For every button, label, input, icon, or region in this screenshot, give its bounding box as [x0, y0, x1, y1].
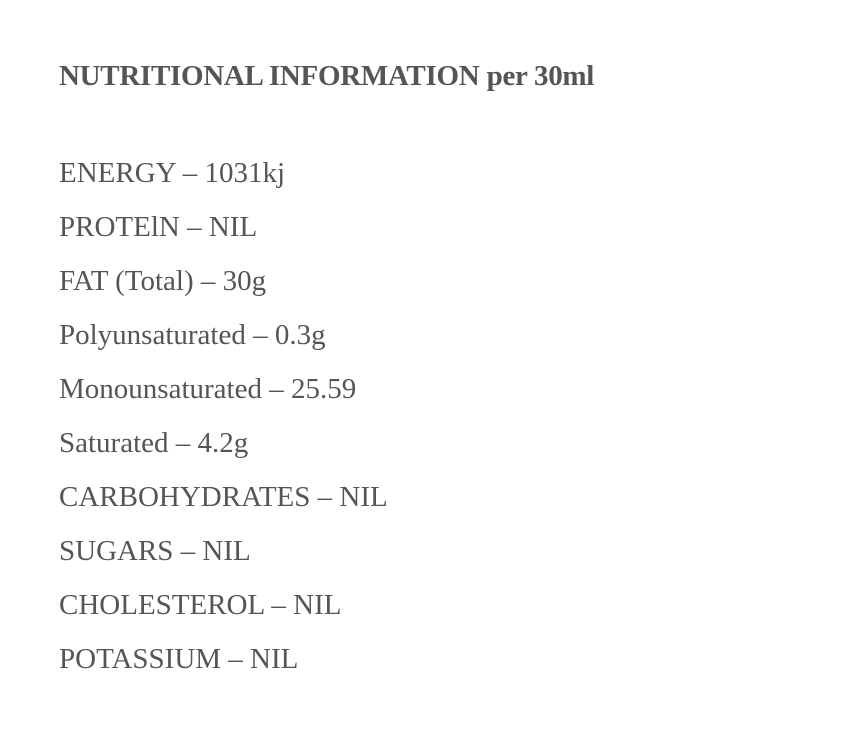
list-item-protein: PROTElN – NIL — [59, 211, 258, 243]
list-item-potassium: POTASSIUM – NIL — [59, 643, 299, 675]
page-title: NUTRITIONAL INFORMATION per 30ml — [59, 60, 594, 93]
list-item-polyunsaturated: Polyunsaturated – 0.3g — [59, 319, 326, 351]
list-item-carbohydrates: CARBOHYDRATES – NIL — [59, 481, 388, 513]
list-item-saturated: Saturated – 4.2g — [59, 427, 249, 459]
nutrition-list: ENERGY – 1031kj PROTElN – NIL FAT (Total… — [59, 146, 388, 686]
list-item-sugars: SUGARS – NIL — [59, 535, 251, 567]
title-suffix: per 30ml — [486, 60, 595, 92]
list-item-energy: ENERGY – 1031kj — [59, 157, 286, 189]
list-item-cholesterol: CHOLESTEROL – NIL — [59, 589, 342, 621]
list-item-fat-total: FAT (Total) – 30g — [59, 265, 267, 297]
list-item-monounsaturated: Monounsaturated – 25.59 — [59, 373, 357, 405]
title-bold: NUTRITIONAL INFORMATION — [59, 60, 480, 92]
